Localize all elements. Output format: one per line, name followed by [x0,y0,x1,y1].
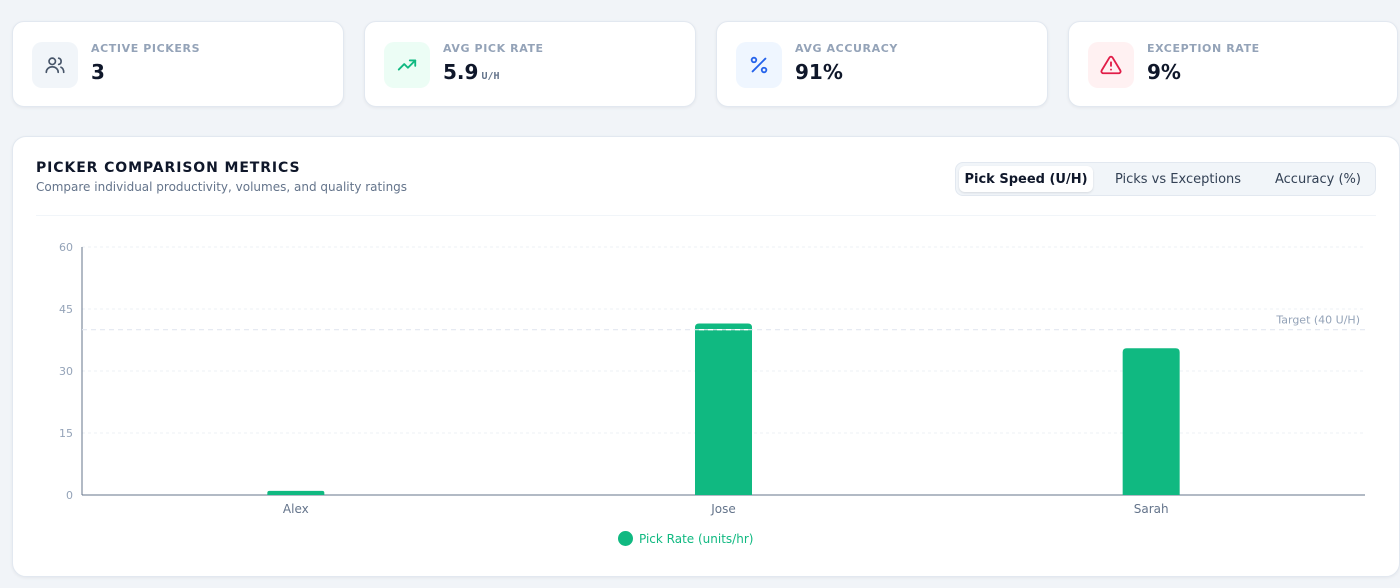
kpi-card-avg-pick-rate: AVG PICK RATE 5.9 U/H [364,21,696,107]
kpi-card-exception-rate: EXCEPTION RATE 9% [1068,21,1398,107]
users-icon [45,57,65,74]
kpi-label: ACTIVE PICKERS [91,42,201,55]
panel-title: PICKER COMPARISON METRICS [36,160,301,176]
y-tick-label: 30 [59,365,73,378]
trending-up-icon [397,59,417,71]
kpi-card-active-pickers: ACTIVE PICKERS 3 [12,21,344,107]
metric-tabs: Pick Speed (U/H) Picks vs Exceptions Acc… [955,162,1376,196]
bar-sarah [1122,348,1180,495]
kpi-icon-box [384,42,430,88]
bar-alex [267,490,325,495]
x-tick-label: Sarah [1134,502,1169,516]
tab-picks-vs-exceptions[interactable]: Picks vs Exceptions [1098,166,1258,192]
legend-swatch [618,531,633,546]
kpi-card-avg-accuracy: AVG ACCURACY 91% [716,21,1048,107]
tab-accuracy[interactable]: Accuracy (%) [1262,166,1374,192]
y-tick-label: 0 [66,489,73,502]
kpi-icon-box [1088,42,1134,88]
kpi-value: 91% [795,60,843,84]
kpi-unit: U/H [481,71,500,82]
x-tick-label: Jose [710,502,736,516]
kpi-value: 5.9 U/H [443,60,500,84]
target-line-label: Target (40 U/H) [1275,314,1360,327]
kpi-value: 9% [1147,60,1181,84]
tab-pick-speed[interactable]: Pick Speed (U/H) [959,166,1093,192]
kpi-value: 3 [91,60,105,84]
header-divider [36,215,1376,216]
legend-label: Pick Rate (units/hr) [639,531,754,546]
picker-comparison-panel: PICKER COMPARISON METRICS Compare indivi… [12,136,1400,577]
kpi-icon-box [32,42,78,88]
x-tick-label: Alex [283,502,309,516]
y-tick-label: 45 [59,303,73,316]
percent-icon [750,56,768,74]
kpi-label: AVG ACCURACY [795,42,898,55]
panel-subtitle: Compare individual productivity, volumes… [36,180,408,194]
chart-legend: Pick Rate (units/hr) [618,531,753,546]
kpi-label: AVG PICK RATE [443,42,544,55]
y-tick-label: 60 [59,241,73,254]
alert-triangle-icon [1100,55,1122,75]
bar-jose [695,323,752,495]
y-tick-label: 15 [59,427,73,440]
pick-speed-chart: 0 15 30 45 60 Alex Jose Sarah Target (40 U/H) [59,241,1365,516]
kpi-label: EXCEPTION RATE [1147,42,1260,55]
kpi-icon-box [736,42,782,88]
